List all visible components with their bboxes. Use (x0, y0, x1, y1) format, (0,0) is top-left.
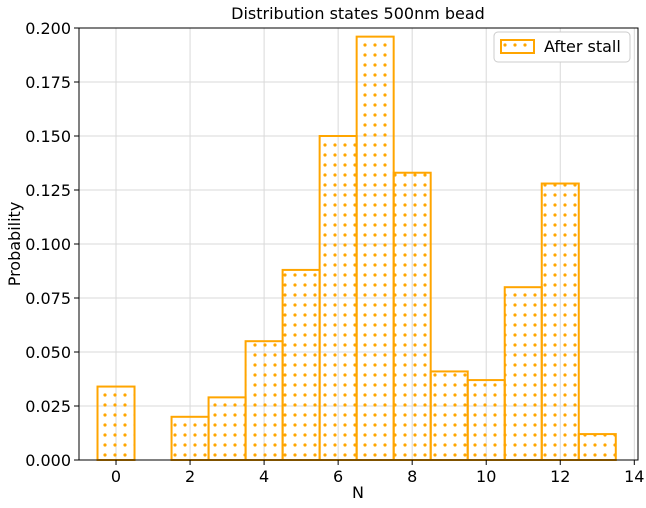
legend: After stall (493, 31, 631, 63)
x-tick-label: 0 (111, 467, 121, 486)
y-tick-label: 0.175 (25, 73, 71, 92)
chart-title: Distribution states 500nm bead (231, 4, 485, 23)
y-tick-label: 0.125 (25, 181, 71, 200)
bar-8 (392, 171, 432, 461)
bar-9 (429, 370, 469, 461)
legend-swatch (500, 39, 535, 54)
bar-4 (244, 340, 284, 462)
bar-5 (281, 268, 321, 462)
bar-7 (355, 35, 395, 461)
y-tick-label: 0.000 (25, 451, 71, 470)
x-tick-label: 8 (407, 467, 417, 486)
y-tick-label: 0.075 (25, 289, 71, 308)
x-tick-label: 14 (624, 467, 644, 486)
x-tick-label: 10 (476, 467, 496, 486)
bar-0 (96, 385, 136, 461)
y-axis-ticks: 0.000 0.025 0.050 0.075 0.100 0.125 0.150 0.175… (25, 19, 79, 470)
bar-10 (466, 379, 506, 461)
y-tick-label: 0.200 (25, 19, 71, 38)
x-axis-label: N (352, 483, 364, 502)
x-axis-ticks: 0 2 4 6 8 10 12 14 (111, 460, 644, 486)
bar-2 (170, 415, 210, 461)
x-tick-label: 4 (259, 467, 269, 486)
bar-13 (577, 433, 617, 461)
x-tick-label: 12 (550, 467, 570, 486)
legend-label: After stall (544, 37, 621, 56)
y-tick-label: 0.025 (25, 397, 71, 416)
y-tick-label: 0.100 (25, 235, 71, 254)
x-tick-label: 2 (185, 467, 195, 486)
y-tick-label: 0.050 (25, 343, 71, 362)
bar-3 (207, 396, 247, 461)
bar-6 (318, 135, 358, 461)
bars (96, 35, 617, 462)
y-tick-label: 0.150 (25, 127, 71, 146)
y-axis-label: Probability (5, 202, 24, 287)
x-tick-label: 6 (333, 467, 343, 486)
bar-12 (540, 182, 580, 462)
bar-11 (503, 286, 543, 462)
